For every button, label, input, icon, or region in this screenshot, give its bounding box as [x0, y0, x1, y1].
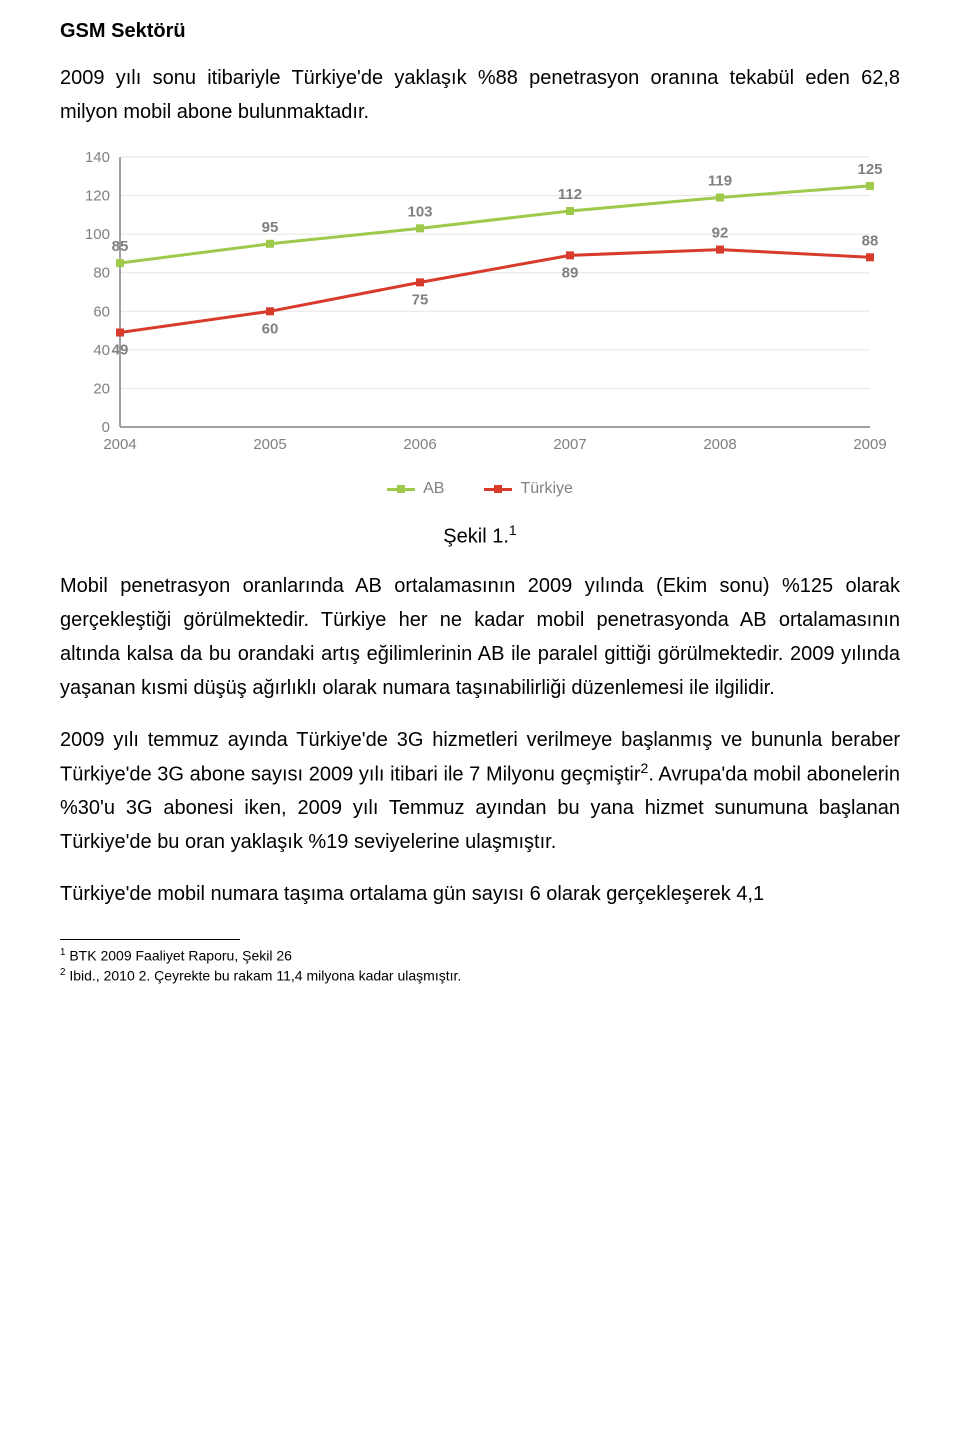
legend-label-turkiye: Türkiye	[520, 480, 572, 498]
svg-text:60: 60	[262, 320, 279, 337]
svg-text:112: 112	[558, 186, 582, 203]
legend-swatch-turkiye	[484, 488, 512, 491]
caption-text: Şekil 1.	[443, 526, 509, 548]
svg-text:2004: 2004	[103, 436, 136, 453]
intro-paragraph: 2009 yılı sonu itibariyle Türkiye'de yak…	[60, 61, 900, 129]
svg-text:100: 100	[85, 226, 110, 243]
svg-text:49: 49	[112, 342, 129, 359]
svg-text:120: 120	[85, 188, 110, 205]
svg-text:88: 88	[862, 232, 879, 249]
penetration-chart: 0 20 40 60 80 100 120 140 2004 2005 2006 2007 2008 20…	[70, 147, 890, 498]
svg-text:125: 125	[857, 161, 882, 178]
paragraph-1: Mobil penetrasyon oranlarında AB ortalam…	[60, 569, 900, 705]
svg-text:2008: 2008	[703, 436, 736, 453]
svg-text:119: 119	[708, 173, 732, 190]
svg-text:89: 89	[562, 264, 579, 281]
svg-text:2005: 2005	[253, 436, 286, 453]
svg-text:2009: 2009	[853, 436, 886, 453]
svg-text:2007: 2007	[553, 436, 586, 453]
caption-footnote-ref: 1	[509, 522, 517, 538]
footnote-1-text: BTK 2009 Faaliyet Raporu, Şekil 26	[65, 948, 291, 964]
paragraph-3: Türkiye'de mobil numara taşıma ortalama …	[60, 877, 900, 911]
svg-text:103: 103	[407, 203, 432, 220]
svg-text:2006: 2006	[403, 436, 436, 453]
paragraph-2: 2009 yılı temmuz ayında Türkiye'de 3G hi…	[60, 723, 900, 860]
svg-text:140: 140	[85, 149, 110, 166]
legend-item-turkiye: Türkiye	[484, 480, 572, 498]
svg-text:75: 75	[412, 291, 429, 308]
footnote-2-text: Ibid., 2010 2. Çeyrekte bu rakam 11,4 mi…	[65, 968, 461, 984]
svg-text:95: 95	[262, 219, 279, 236]
footnote-2: 2 Ibid., 2010 2. Çeyrekte bu rakam 11,4 …	[60, 966, 900, 986]
footnote-1: 1 BTK 2009 Faaliyet Raporu, Şekil 26	[60, 946, 900, 966]
chart-legend: AB Türkiye	[70, 480, 890, 498]
chart-svg: 0 20 40 60 80 100 120 140 2004 2005 2006 2007 2008 20…	[70, 147, 890, 467]
legend-item-ab: AB	[387, 480, 444, 498]
section-heading: GSM Sektörü	[60, 20, 900, 43]
svg-text:85: 85	[112, 238, 129, 255]
svg-text:20: 20	[93, 380, 110, 397]
svg-text:40: 40	[93, 342, 110, 359]
footnotes-separator	[60, 939, 240, 940]
svg-text:60: 60	[93, 303, 110, 320]
chart-caption: Şekil 1.1	[60, 522, 900, 549]
svg-text:0: 0	[102, 419, 110, 436]
svg-text:92: 92	[712, 225, 729, 242]
legend-label-ab: AB	[423, 480, 444, 498]
svg-text:80: 80	[93, 265, 110, 282]
legend-swatch-ab	[387, 488, 415, 491]
